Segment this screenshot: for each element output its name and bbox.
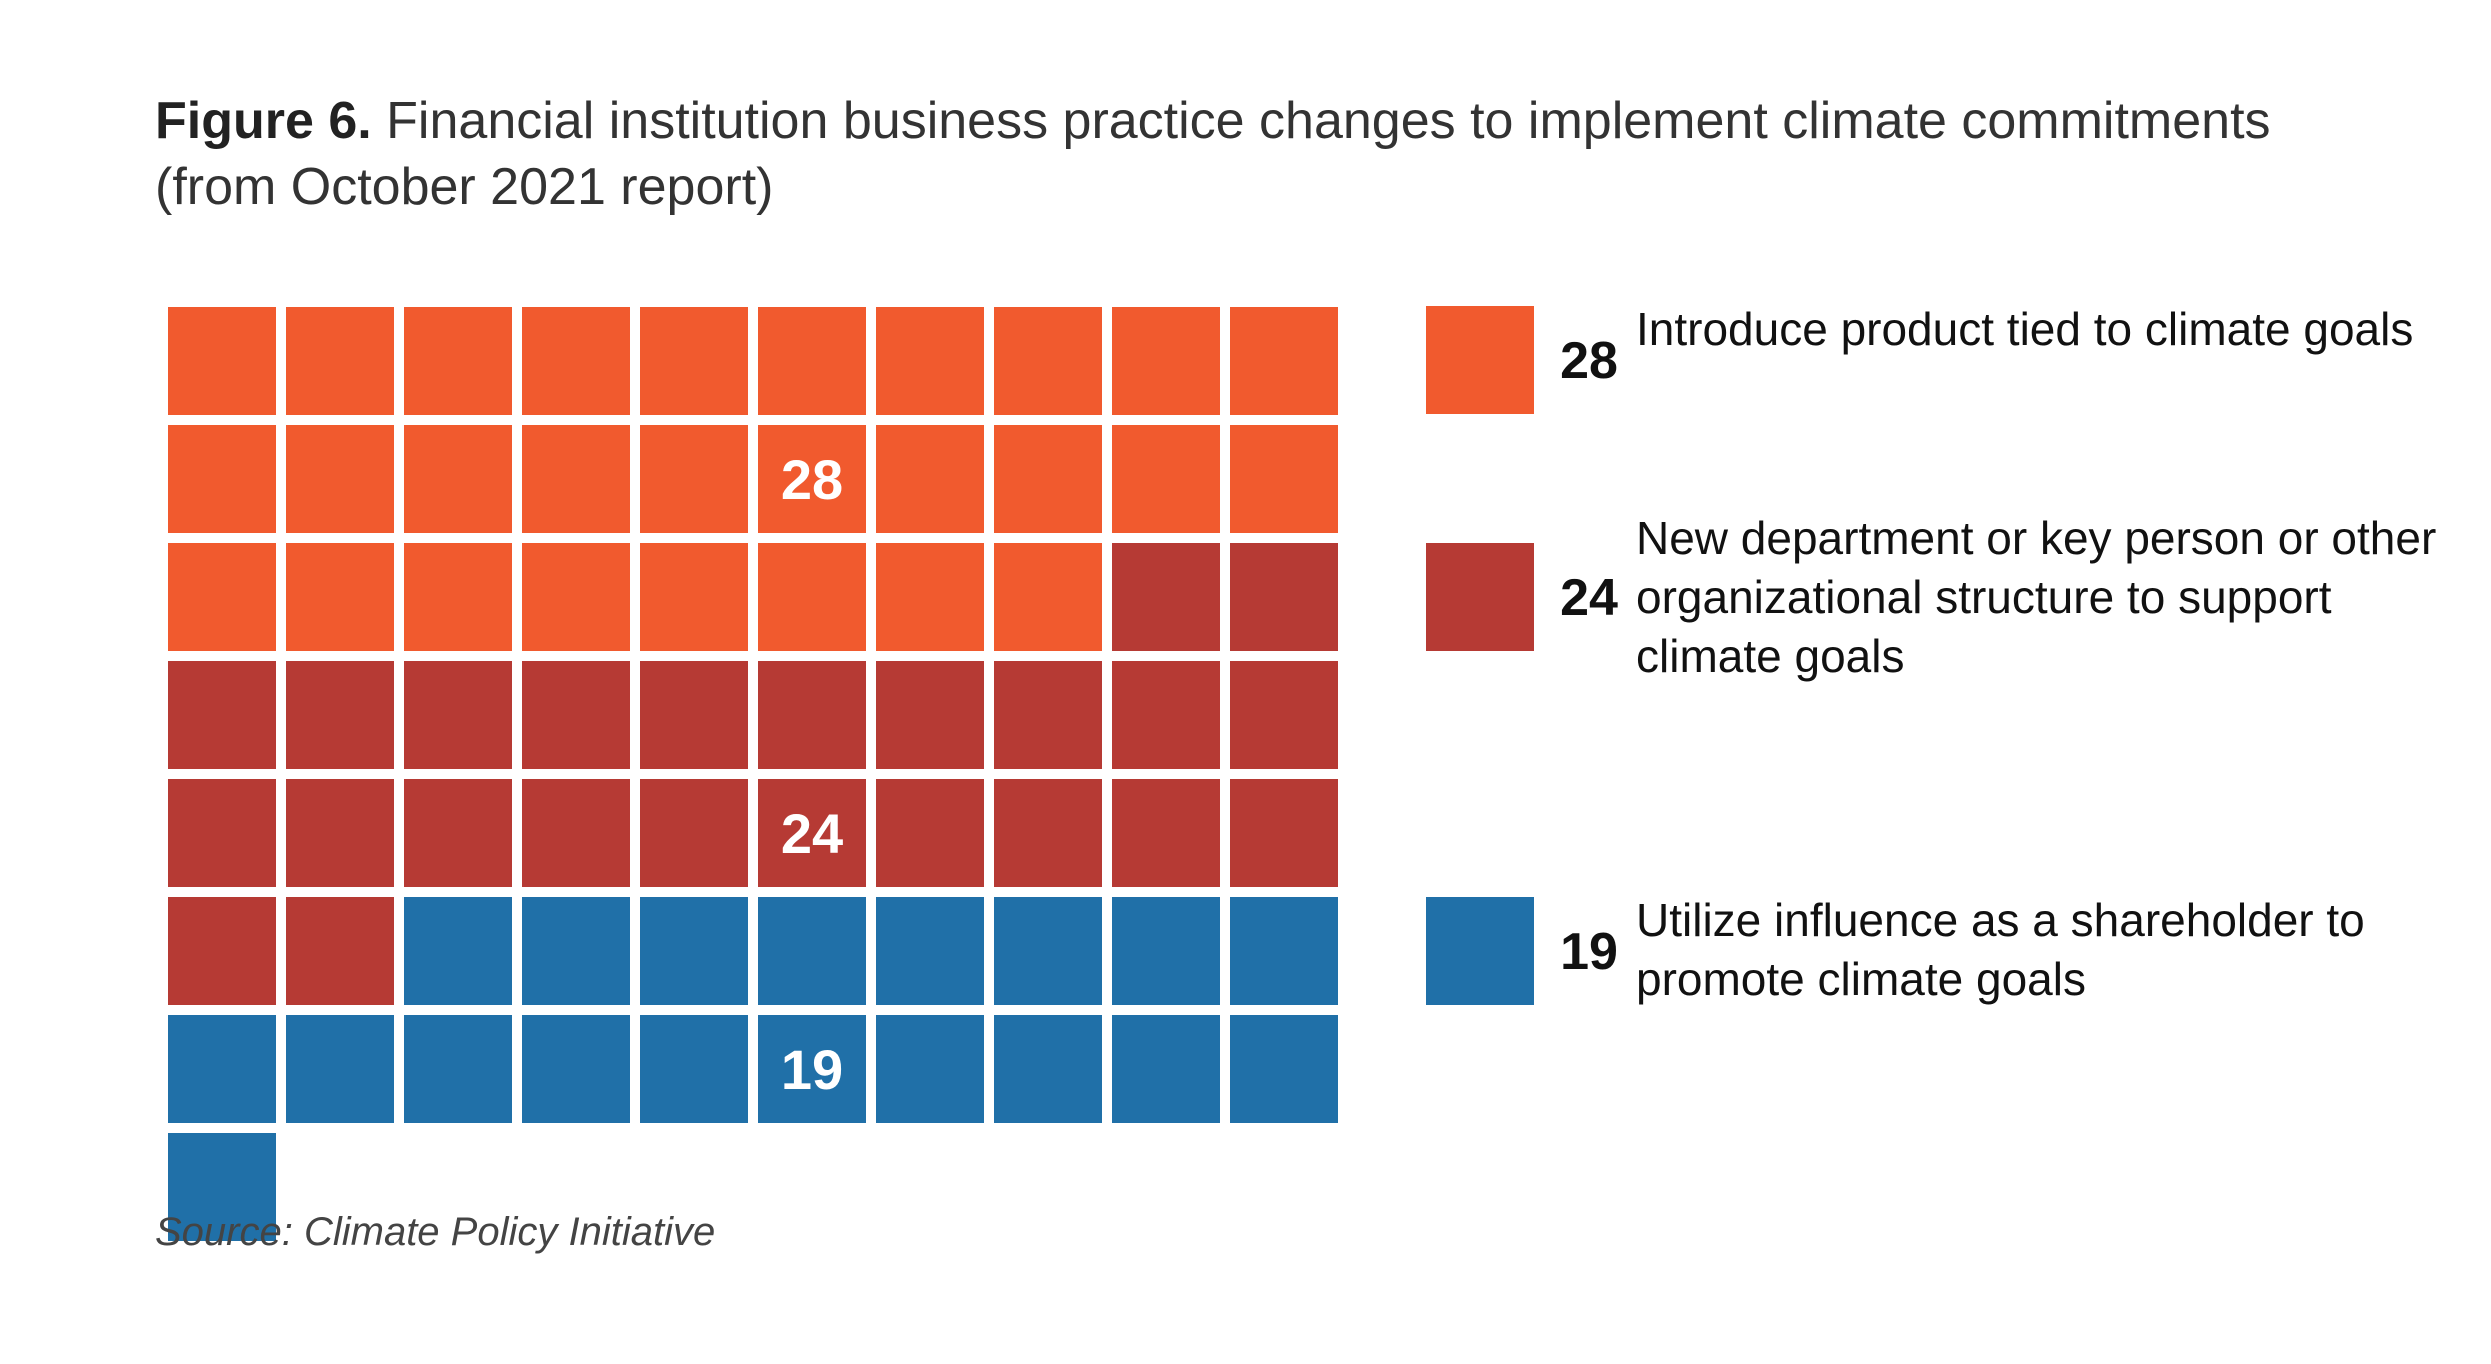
waffle-cell — [994, 307, 1102, 415]
waffle-cell — [522, 897, 630, 1005]
waffle-cell — [994, 897, 1102, 1005]
legend-item-organization: 24 New department or key person or other… — [1426, 512, 2466, 763]
waffle-cell — [640, 779, 748, 887]
waffle-cell — [758, 543, 866, 651]
legend-swatch — [1426, 543, 1534, 651]
waffle-cell — [404, 307, 512, 415]
waffle-cell — [994, 779, 1102, 887]
waffle-cell — [994, 661, 1102, 769]
waffle-cell — [286, 897, 394, 1005]
waffle-cell — [168, 897, 276, 1005]
waffle-cell — [522, 543, 630, 651]
waffle-cell — [876, 543, 984, 651]
legend-label: Introduce product tied to climate goals — [1636, 303, 2414, 355]
waffle-cell — [168, 779, 276, 887]
waffle-cell — [522, 307, 630, 415]
waffle-cell — [1112, 897, 1220, 1005]
waffle-cell — [758, 661, 866, 769]
waffle-cell — [168, 543, 276, 651]
waffle-cell — [1230, 425, 1338, 533]
waffle-cell — [640, 897, 748, 1005]
waffle-cell — [758, 307, 866, 415]
waffle-cell — [168, 1015, 276, 1123]
waffle-cell — [758, 779, 866, 887]
waffle-cell — [876, 897, 984, 1005]
waffle-cell — [522, 1015, 630, 1123]
waffle-cell — [876, 1015, 984, 1123]
waffle-cell — [758, 1015, 866, 1123]
waffle-cell — [286, 543, 394, 651]
waffle-cell — [758, 425, 866, 533]
waffle-cell — [522, 779, 630, 887]
waffle-cell — [168, 661, 276, 769]
data-label: 19 — [781, 1038, 843, 1101]
waffle-cell — [404, 661, 512, 769]
waffle-cell — [1112, 425, 1220, 533]
legend-swatch — [1426, 897, 1534, 1005]
waffle-cell — [876, 425, 984, 533]
legend-item-product: 28 Introduce product tied to climate goa… — [1426, 303, 2466, 526]
waffle-cell — [522, 425, 630, 533]
data-label: 24 — [781, 802, 843, 865]
waffle-cell — [1112, 543, 1220, 651]
waffle-cell — [1112, 1015, 1220, 1123]
figure-title-text: Financial institution business practice … — [155, 92, 2271, 216]
waffle-cell — [286, 779, 394, 887]
legend-label: New department or key person or other or… — [1636, 512, 2437, 682]
waffle-cell — [876, 661, 984, 769]
waffle-cell — [404, 1015, 512, 1123]
waffle-cell — [1112, 779, 1220, 887]
waffle-cell — [640, 1015, 748, 1123]
waffle-cell — [994, 543, 1102, 651]
legend-label: Utilize influence as a shareholder to pr… — [1636, 894, 2365, 1005]
waffle-cell — [1112, 661, 1220, 769]
figure-label: Figure 6. — [155, 92, 372, 150]
waffle-cell — [168, 307, 276, 415]
waffle-cell — [168, 1133, 276, 1241]
waffle-cell — [876, 307, 984, 415]
waffle-cell — [404, 425, 512, 533]
waffle-cell — [758, 897, 866, 1005]
waffle-cell — [994, 425, 1102, 533]
waffle-cell — [404, 897, 512, 1005]
waffle-cell — [1112, 307, 1220, 415]
waffle-cell — [640, 543, 748, 651]
waffle-cell — [168, 425, 276, 533]
waffle-cell — [1230, 543, 1338, 651]
waffle-cell — [640, 425, 748, 533]
waffle-cell — [286, 425, 394, 533]
figure-title: Figure 6. Financial institution business… — [155, 88, 2405, 220]
waffle-cell — [1230, 661, 1338, 769]
waffle-cell — [286, 307, 394, 415]
data-label: 28 — [781, 448, 843, 511]
waffle-cell — [286, 661, 394, 769]
waffle-cell — [1230, 779, 1338, 887]
waffle-cell — [522, 661, 630, 769]
legend-item-shareholder: 19 Utilize influence as a shareholder to… — [1426, 894, 2466, 1117]
legend-swatch — [1426, 306, 1534, 414]
waffle-cell — [994, 1015, 1102, 1123]
waffle-cell — [1230, 1015, 1338, 1123]
source-note: Source: Climate Policy Initiative — [155, 1210, 716, 1254]
waffle-cell — [640, 307, 748, 415]
waffle-cell — [404, 543, 512, 651]
waffle-cell — [1230, 897, 1338, 1005]
legend-count: 19 — [1560, 923, 1618, 981]
waffle-cell — [640, 661, 748, 769]
waffle-cell — [286, 1015, 394, 1123]
waffle-cell — [1230, 307, 1338, 415]
waffle-cell — [404, 779, 512, 887]
legend-count: 24 — [1560, 569, 1618, 627]
legend-count: 28 — [1560, 332, 1618, 390]
waffle-cell — [876, 779, 984, 887]
